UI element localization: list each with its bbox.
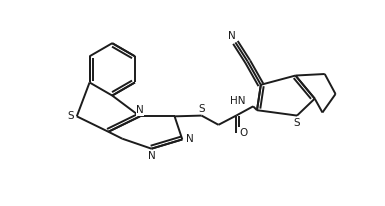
Text: S: S: [294, 117, 300, 128]
Text: S: S: [198, 104, 205, 114]
Text: HN: HN: [230, 96, 246, 106]
Text: N: N: [228, 30, 236, 41]
Text: N: N: [186, 135, 194, 144]
Text: O: O: [239, 128, 247, 138]
Text: N: N: [147, 151, 156, 161]
Text: S: S: [67, 111, 74, 121]
Text: N: N: [136, 105, 144, 115]
